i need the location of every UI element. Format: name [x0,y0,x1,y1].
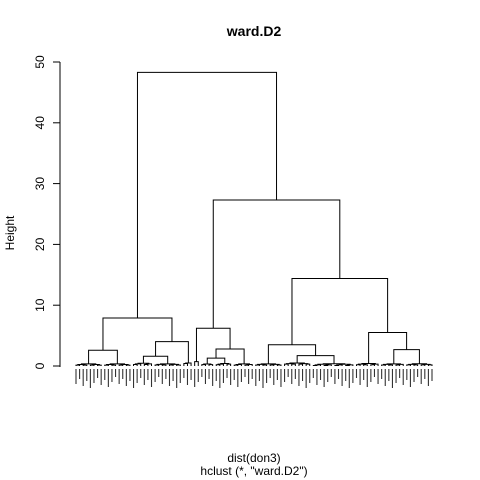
merge-link [75,364,81,366]
merge-link [176,364,181,366]
merge-link [82,364,88,366]
merge-link [156,363,165,366]
merge-link [155,341,189,363]
merge-link [168,364,174,366]
merge-link [361,362,376,365]
merge-link [260,363,277,365]
merge-link [271,363,280,366]
y-tick-label: 0 [33,362,47,369]
merge-link [269,364,275,366]
chart-title: ward.D2 [226,23,282,39]
merge-link [185,362,192,366]
x-axis-sublabel: hclust (*, "ward.D2") [200,464,307,478]
merge-link [372,363,379,366]
merge-link [255,364,260,366]
merge-link [215,364,221,366]
merge-link [427,364,433,366]
merge-link [363,364,368,366]
merge-link [154,364,160,366]
y-tick-label: 30 [33,177,47,191]
merge-link [291,363,296,366]
merge-link [262,364,268,366]
merge-link [338,363,351,365]
merge-link [305,363,311,366]
merge-link [88,349,118,364]
merge-link [382,363,392,366]
merge-link [217,363,224,366]
merge-link [104,364,109,366]
merge-link [314,364,322,366]
merge-link [420,364,426,366]
merge-link [322,363,346,365]
merge-link [284,363,289,366]
merge-link [386,363,402,365]
merge-link [161,364,167,366]
y-tick-label: 40 [33,116,47,130]
merge-link [111,364,117,366]
merge-link [244,364,250,366]
merge-link [233,364,239,366]
merge-link [125,364,131,366]
merge-link [194,361,199,366]
merge-link [170,363,179,366]
merge-link [395,364,401,366]
merge-link [291,277,389,345]
merge-link [336,364,343,366]
x-axis-label: dist(don3) [227,451,280,465]
merge-link [183,363,188,366]
merge-link [388,364,393,366]
merge-link [136,71,278,318]
merge-link [357,363,366,365]
y-axis: 0 10 20 30 40 50 [33,55,61,369]
merge-link [355,364,361,366]
leaf-labels [75,369,433,388]
merge-link [267,344,317,364]
merge-link [393,349,420,364]
merge-link [133,363,138,366]
y-tick-label: 10 [33,298,47,312]
merge-link [298,363,304,366]
merge-link [370,364,375,366]
merge-link [201,364,206,366]
merge-link [226,363,232,366]
merge-link [89,364,95,366]
merge-link [406,364,411,366]
merge-link [289,362,305,364]
merge-link [220,362,230,365]
merge-link [118,364,124,366]
merge-link [102,317,173,351]
merge-link [142,355,169,364]
dendrogram-tree [75,71,433,367]
merge-link [257,363,266,366]
merge-link [346,364,354,366]
merge-link [97,364,102,366]
merge-link [397,363,404,366]
merge-link [215,348,245,364]
merge-link [317,363,330,365]
merge-link [160,363,176,365]
y-tick-label: 20 [33,237,47,251]
merge-link [212,199,341,329]
merge-link [325,364,332,366]
merge-link [195,327,231,362]
merge-link [413,364,419,366]
merge-link [300,363,309,365]
merge-link [276,364,282,366]
merge-link [368,332,408,364]
y-axis-label: Height [3,215,17,250]
merge-link [285,363,295,365]
merge-link [381,364,386,366]
merge-link [208,364,214,366]
merge-link [143,363,149,366]
y-tick-label: 50 [33,55,47,69]
